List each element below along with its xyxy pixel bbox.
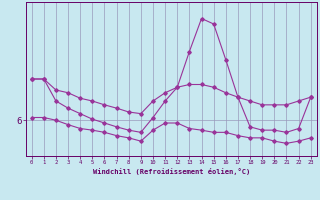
X-axis label: Windchill (Refroidissement éolien,°C): Windchill (Refroidissement éolien,°C) bbox=[92, 168, 250, 175]
